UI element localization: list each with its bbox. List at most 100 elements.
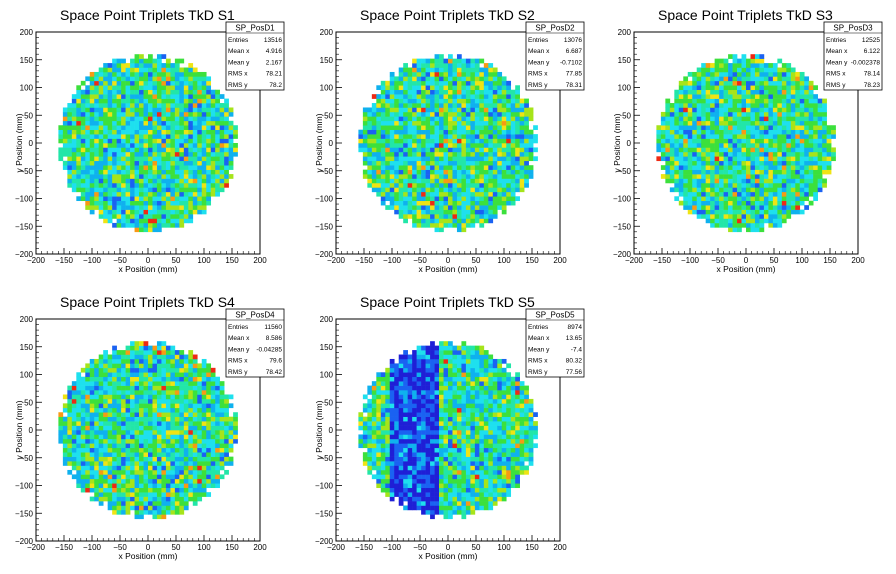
heatmap-cell	[723, 178, 729, 184]
heatmap-cell	[763, 116, 769, 122]
x-tick-label: −150	[653, 256, 672, 265]
heatmap-cell	[161, 341, 167, 346]
heatmap-cell	[130, 398, 135, 404]
heatmap-cell	[416, 156, 422, 162]
heatmap-cell	[768, 200, 774, 206]
heatmap-cell	[161, 456, 167, 462]
heatmap-cell	[152, 474, 158, 480]
heatmap-cell	[763, 151, 769, 157]
heatmap-cell	[165, 80, 171, 86]
heatmap-cell	[71, 390, 77, 395]
heatmap-cell	[76, 187, 82, 193]
heatmap-cell	[80, 421, 86, 426]
heatmap-cell	[750, 120, 756, 126]
heatmap-cell	[728, 182, 733, 188]
heatmap-cell	[452, 98, 458, 104]
heatmap-cell	[781, 182, 787, 188]
heatmap-cell	[692, 107, 698, 113]
heatmap-cell	[201, 160, 207, 166]
panel-title: Space Point Triplets TkD S2	[360, 7, 535, 23]
heatmap-cell	[201, 156, 207, 162]
heatmap-cell	[795, 160, 801, 166]
heatmap-cell	[674, 116, 680, 122]
heatmap-cell	[434, 187, 440, 193]
heatmap-cell	[367, 156, 373, 162]
heatmap-cell	[394, 178, 400, 184]
heatmap-cell	[367, 169, 373, 175]
heatmap-cell	[732, 187, 738, 193]
heatmap-cell	[398, 160, 404, 166]
heatmap-cell	[696, 111, 702, 117]
heatmap-cell	[152, 160, 158, 166]
heatmap-cell	[737, 174, 742, 179]
heatmap-cell	[125, 412, 131, 417]
heatmap-cell	[174, 443, 180, 449]
heatmap-cell	[528, 111, 534, 117]
heatmap-cell	[58, 156, 64, 162]
heatmap-cell	[206, 98, 212, 104]
heatmap-cell	[134, 120, 140, 126]
heatmap-cell	[165, 58, 171, 64]
heatmap-cell	[421, 182, 426, 188]
heatmap-cell	[165, 394, 171, 400]
heatmap-cell	[148, 469, 153, 475]
heatmap-cell	[439, 169, 444, 175]
heatmap-cell	[80, 165, 86, 170]
heatmap-cell	[781, 63, 787, 68]
heatmap-cell	[407, 196, 413, 202]
heatmap-cell	[179, 372, 185, 378]
heatmap-cell	[156, 67, 162, 73]
heatmap-cell	[439, 214, 444, 219]
heatmap-cell	[71, 143, 77, 148]
heatmap-cell	[430, 174, 435, 179]
heatmap-cell	[107, 465, 113, 471]
heatmap-cell	[156, 407, 162, 413]
heatmap-cell	[170, 376, 176, 382]
heatmap-cell	[156, 496, 162, 502]
heatmap-cell	[98, 496, 104, 502]
heatmap-cell	[152, 151, 158, 157]
heatmap-cell	[741, 138, 747, 144]
heatmap-cell	[416, 138, 422, 144]
y-tick-label: 50	[622, 111, 631, 120]
heatmap-cell	[732, 54, 738, 59]
heatmap-cell	[130, 465, 135, 471]
heatmap-cell	[107, 89, 113, 95]
heatmap-cell	[488, 147, 494, 153]
heatmap-cell	[737, 71, 742, 77]
heatmap-cell	[125, 483, 131, 489]
heatmap-cell	[808, 143, 814, 148]
heatmap-cell	[799, 111, 805, 117]
heatmap-cell	[143, 416, 149, 422]
heatmap-cell	[687, 89, 693, 95]
heatmap-cell	[674, 134, 680, 139]
heatmap-cell	[121, 76, 126, 82]
heatmap-cell	[687, 94, 693, 99]
heatmap-cell	[732, 134, 738, 139]
heatmap-cell	[692, 80, 698, 86]
heatmap-cell	[380, 151, 386, 157]
heatmap-cell	[474, 63, 480, 68]
heatmap-cell	[103, 138, 108, 144]
heatmap-cell	[170, 443, 176, 449]
heatmap-cell	[737, 98, 742, 104]
heatmap-cell	[156, 187, 162, 193]
heatmap-cell	[125, 438, 131, 444]
heatmap-cell	[412, 160, 417, 166]
heatmap-cell	[85, 196, 91, 202]
heatmap-cell	[723, 156, 729, 162]
heatmap-cell	[62, 125, 68, 130]
heatmap-cell	[683, 178, 689, 184]
heatmap-cell	[448, 156, 453, 162]
heatmap-cell	[719, 85, 724, 91]
heatmap-cell	[692, 129, 698, 135]
heatmap-cell	[161, 120, 167, 126]
heatmap-cell	[474, 94, 480, 99]
heatmap-cell	[116, 434, 122, 440]
heatmap-cell	[456, 103, 462, 108]
heatmap-cell	[152, 381, 158, 386]
heatmap-cell	[376, 107, 382, 113]
heatmap-cell	[71, 421, 77, 426]
heatmap-cell	[696, 138, 702, 144]
heatmap-cell	[746, 134, 751, 139]
